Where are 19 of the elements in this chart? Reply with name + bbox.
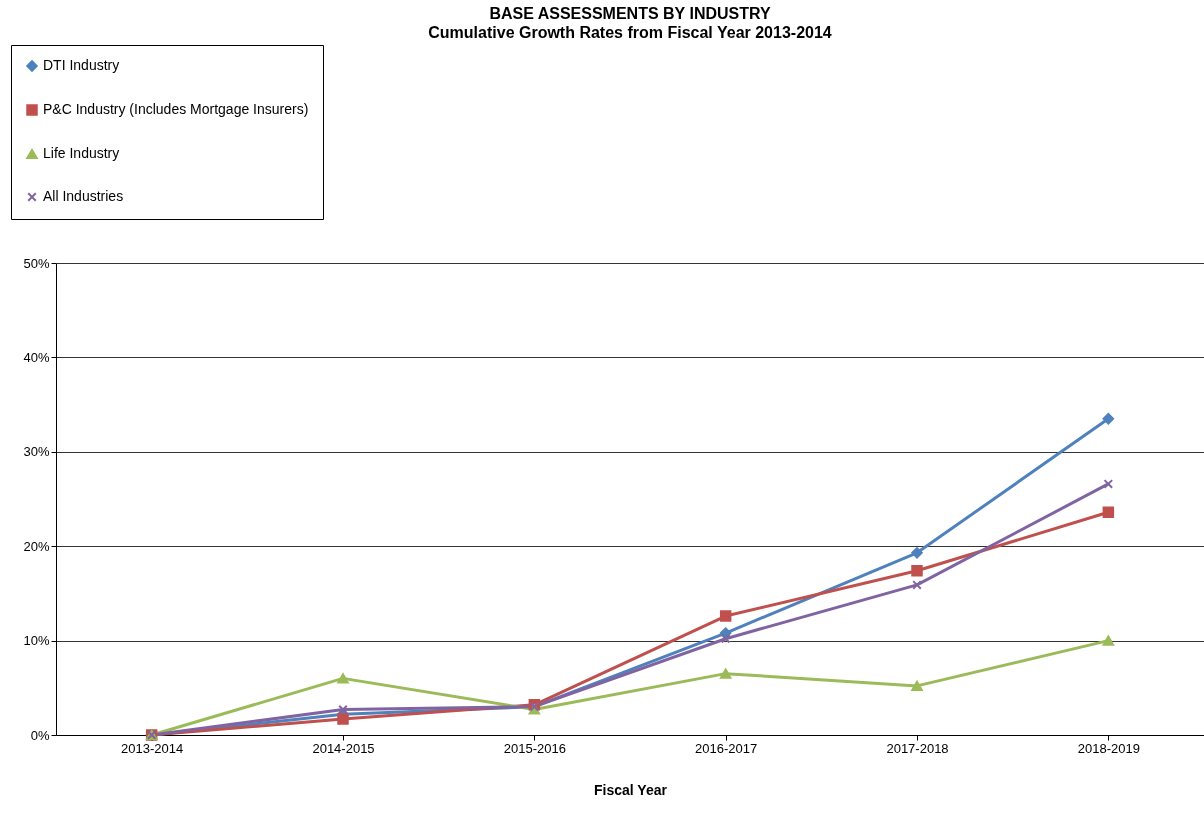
y-tick-label: 0%: [30, 727, 50, 743]
legend-label: All Industries: [43, 188, 124, 204]
x-tick-label: 2013-2014: [121, 740, 184, 756]
y-tick-label: 20%: [23, 538, 50, 554]
y-tick-label: 30%: [23, 444, 50, 460]
y-tick-label: 50%: [23, 255, 50, 271]
x-axis-title: Fiscal Year: [594, 781, 668, 798]
y-tick-label: 40%: [23, 349, 50, 365]
x-tick-label: 2017-2018: [886, 740, 949, 756]
y-tick-label: 10%: [23, 633, 50, 649]
x-tick-label: 2014-2015: [312, 740, 375, 756]
x-tick-label: 2016-2017: [695, 740, 758, 756]
legend-label: P&C Industry (Includes Mortgage Insurers): [43, 101, 309, 117]
x-tick-label: 2015-2016: [503, 740, 566, 756]
x-tick-label: 2018-2019: [1077, 740, 1140, 756]
chart-subtitle: Cumulative Growth Rates from Fiscal Year 2013-2014: [428, 23, 832, 41]
legend-label: Life Industry: [43, 145, 120, 161]
legend-label: DTI Industry: [43, 57, 120, 73]
chart-title: BASE ASSESSMENTS BY INDUSTRY: [489, 4, 771, 22]
